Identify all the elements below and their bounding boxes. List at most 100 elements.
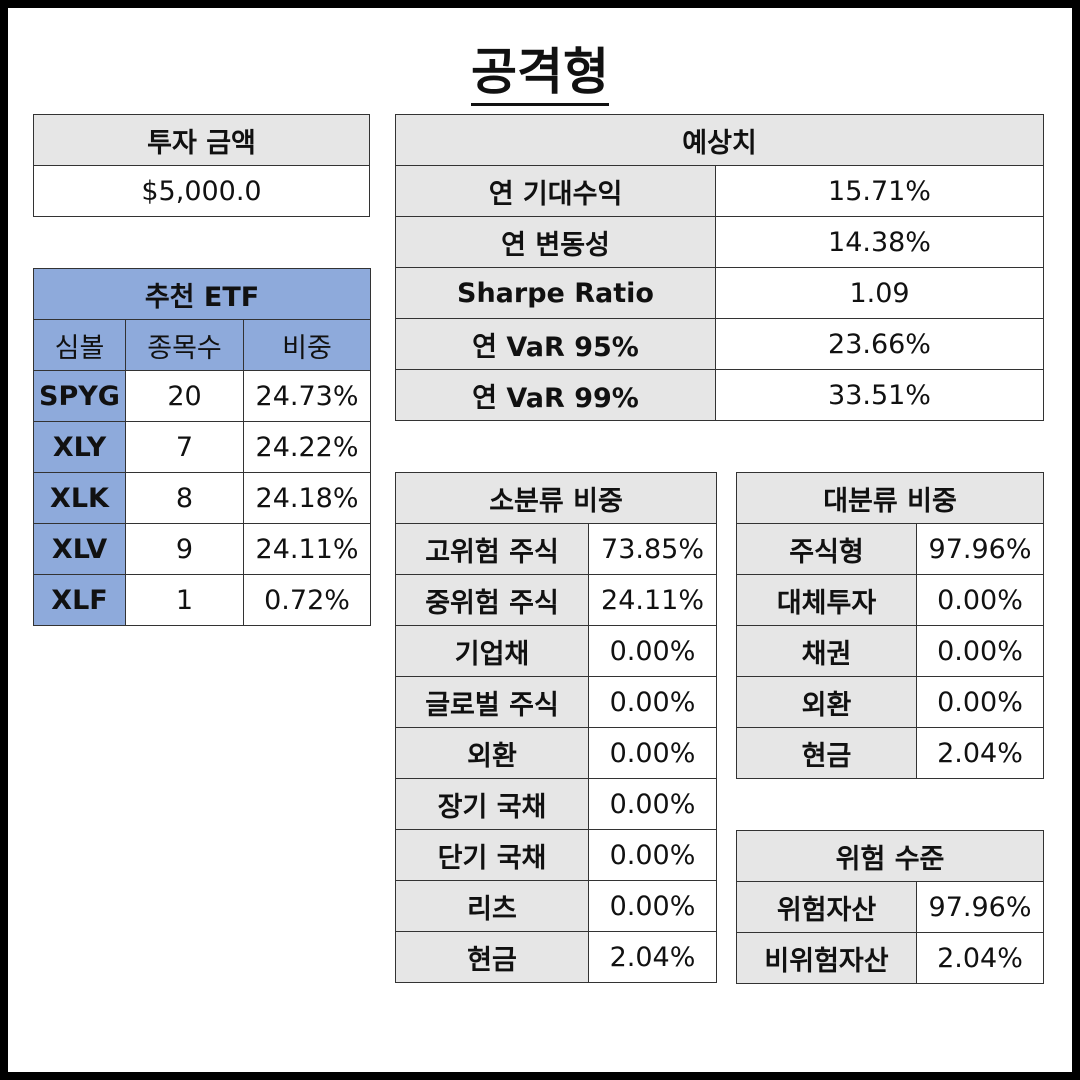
main-category-header: 대분류 비중 bbox=[735, 472, 1045, 524]
forecast-label: 연 VaR 99% bbox=[395, 369, 716, 421]
sub-category-value: 0.00% bbox=[587, 829, 718, 881]
sub-category-label: 현금 bbox=[395, 931, 589, 983]
table-row: 고위험 주식 73.85% bbox=[395, 523, 718, 575]
table-row: 연 VaR 99% 33.51% bbox=[395, 369, 1044, 421]
sub-category-value: 73.85% bbox=[587, 523, 718, 575]
table-row: 글로벌 주식 0.00% bbox=[395, 676, 718, 728]
forecast-label: 연 기대수익 bbox=[395, 165, 716, 217]
main-category-label: 대체투자 bbox=[736, 574, 917, 626]
main-category-value: 0.00% bbox=[915, 676, 1045, 728]
table-row: 기업채 0.00% bbox=[395, 625, 718, 677]
forecast-header: 예상치 bbox=[395, 114, 1044, 166]
main-category-label: 주식형 bbox=[736, 523, 917, 575]
risk-level-label: 위험자산 bbox=[736, 881, 917, 933]
table-row: 리츠 0.00% bbox=[395, 880, 718, 932]
main-category-label: 현금 bbox=[736, 727, 917, 779]
forecast-table: 예상치 연 기대수익 15.71% 연 변동성 14.38% Sharpe Ra… bbox=[395, 114, 1044, 421]
page-title: 공격형 bbox=[8, 43, 1072, 106]
forecast-label: 연 변동성 bbox=[395, 216, 716, 268]
risk-level-table: 위험 수준 위험자산 97.96% 비위험자산 2.04% bbox=[735, 830, 1045, 984]
sub-category-value: 0.00% bbox=[587, 625, 718, 677]
table-row: 단기 국채 0.00% bbox=[395, 829, 718, 881]
etf-col-weight: 비중 bbox=[242, 319, 372, 371]
forecast-value: 33.51% bbox=[715, 369, 1044, 421]
table-row: Sharpe Ratio 1.09 bbox=[395, 267, 1044, 319]
table-row: XLK 8 24.18% bbox=[33, 472, 372, 524]
table-row: 채권 0.00% bbox=[736, 625, 1045, 677]
risk-level-value: 97.96% bbox=[915, 881, 1045, 933]
etf-count: 7 bbox=[125, 421, 244, 473]
sub-category-table: 소분류 비중 고위험 주식 73.85% 중위험 주식 24.11% 기업채 0.00… bbox=[394, 472, 718, 983]
etf-weight: 24.18% bbox=[242, 472, 372, 524]
sub-category-value: 24.11% bbox=[587, 574, 718, 626]
table-row: 연 VaR 95% 23.66% bbox=[395, 318, 1044, 370]
table-row: 외환 0.00% bbox=[736, 676, 1045, 728]
main-category-label: 채권 bbox=[736, 625, 917, 677]
table-row: 대체투자 0.00% bbox=[736, 574, 1045, 626]
sub-category-label: 단기 국채 bbox=[395, 829, 589, 881]
sub-category-label: 외환 bbox=[395, 727, 589, 779]
sub-category-value: 0.00% bbox=[587, 676, 718, 728]
investment-value: $5,000.0 bbox=[33, 165, 370, 217]
main-category-value: 2.04% bbox=[915, 727, 1045, 779]
table-row: XLF 1 0.72% bbox=[33, 574, 372, 626]
table-row: 연 변동성 14.38% bbox=[395, 216, 1044, 268]
table-row: XLY 7 24.22% bbox=[33, 421, 372, 473]
table-row: 연 기대수익 15.71% bbox=[395, 165, 1044, 217]
investment-header: 투자 금액 bbox=[33, 114, 370, 166]
table-row: 현금 2.04% bbox=[736, 727, 1045, 779]
etf-weight: 24.73% bbox=[242, 370, 372, 422]
sub-category-label: 글로벌 주식 bbox=[395, 676, 589, 728]
etf-symbol: XLV bbox=[33, 523, 126, 575]
table-row: 위험자산 97.96% bbox=[736, 881, 1045, 933]
table-row: 중위험 주식 24.11% bbox=[395, 574, 718, 626]
etf-count: 9 bbox=[125, 523, 244, 575]
risk-level-header: 위험 수준 bbox=[735, 830, 1045, 882]
table-row: 현금 2.04% bbox=[395, 931, 718, 983]
sub-category-label: 기업채 bbox=[395, 625, 589, 677]
table-row: 외환 0.00% bbox=[395, 727, 718, 779]
etf-count: 8 bbox=[125, 472, 244, 524]
etf-count: 1 bbox=[125, 574, 244, 626]
forecast-value: 1.09 bbox=[715, 267, 1044, 319]
table-row: SPYG 20 24.73% bbox=[33, 370, 372, 422]
investment-table: 투자 금액 $5,000.0 bbox=[33, 114, 370, 217]
risk-level-value: 2.04% bbox=[915, 932, 1045, 984]
sub-category-value: 2.04% bbox=[587, 931, 718, 983]
sub-category-label: 리츠 bbox=[395, 880, 589, 932]
etf-symbol: SPYG bbox=[33, 370, 126, 422]
etf-symbol: XLY bbox=[33, 421, 126, 473]
etf-table: 추천 ETF 심볼 종목수 비중 SPYG 20 24.73% XLY 7 24… bbox=[32, 268, 372, 626]
forecast-label: 연 VaR 95% bbox=[395, 318, 716, 370]
etf-symbol: XLK bbox=[33, 472, 126, 524]
main-category-table: 대분류 비중 주식형 97.96% 대체투자 0.00% 채권 0.00% 외환 0.0… bbox=[735, 472, 1045, 779]
etf-weight: 24.22% bbox=[242, 421, 372, 473]
main-category-value: 0.00% bbox=[915, 625, 1045, 677]
table-row: XLV 9 24.11% bbox=[33, 523, 372, 575]
page: 공격형 투자 금액 $5,000.0 추천 ETF 심볼 종목수 비중 SPYG… bbox=[8, 8, 1072, 1072]
forecast-value: 15.71% bbox=[715, 165, 1044, 217]
table-row: 비위험자산 2.04% bbox=[736, 932, 1045, 984]
etf-weight: 24.11% bbox=[242, 523, 372, 575]
risk-level-label: 비위험자산 bbox=[736, 932, 917, 984]
sub-category-label: 중위험 주식 bbox=[395, 574, 589, 626]
sub-category-value: 0.00% bbox=[587, 727, 718, 779]
etf-count: 20 bbox=[125, 370, 244, 422]
etf-symbol: XLF bbox=[33, 574, 126, 626]
forecast-value: 23.66% bbox=[715, 318, 1044, 370]
sub-category-value: 0.00% bbox=[587, 880, 718, 932]
sub-category-label: 고위험 주식 bbox=[395, 523, 589, 575]
forecast-label: Sharpe Ratio bbox=[395, 267, 716, 319]
table-row: 주식형 97.96% bbox=[736, 523, 1045, 575]
etf-header: 추천 ETF bbox=[32, 268, 372, 320]
main-category-value: 0.00% bbox=[915, 574, 1045, 626]
sub-category-label: 장기 국채 bbox=[395, 778, 589, 830]
main-category-value: 97.96% bbox=[915, 523, 1045, 575]
main-category-label: 외환 bbox=[736, 676, 917, 728]
etf-col-symbol: 심볼 bbox=[33, 319, 126, 371]
sub-category-value: 0.00% bbox=[587, 778, 718, 830]
sub-category-header: 소분류 비중 bbox=[394, 472, 718, 524]
etf-col-count: 종목수 bbox=[125, 319, 244, 371]
etf-weight: 0.72% bbox=[242, 574, 372, 626]
forecast-value: 14.38% bbox=[715, 216, 1044, 268]
